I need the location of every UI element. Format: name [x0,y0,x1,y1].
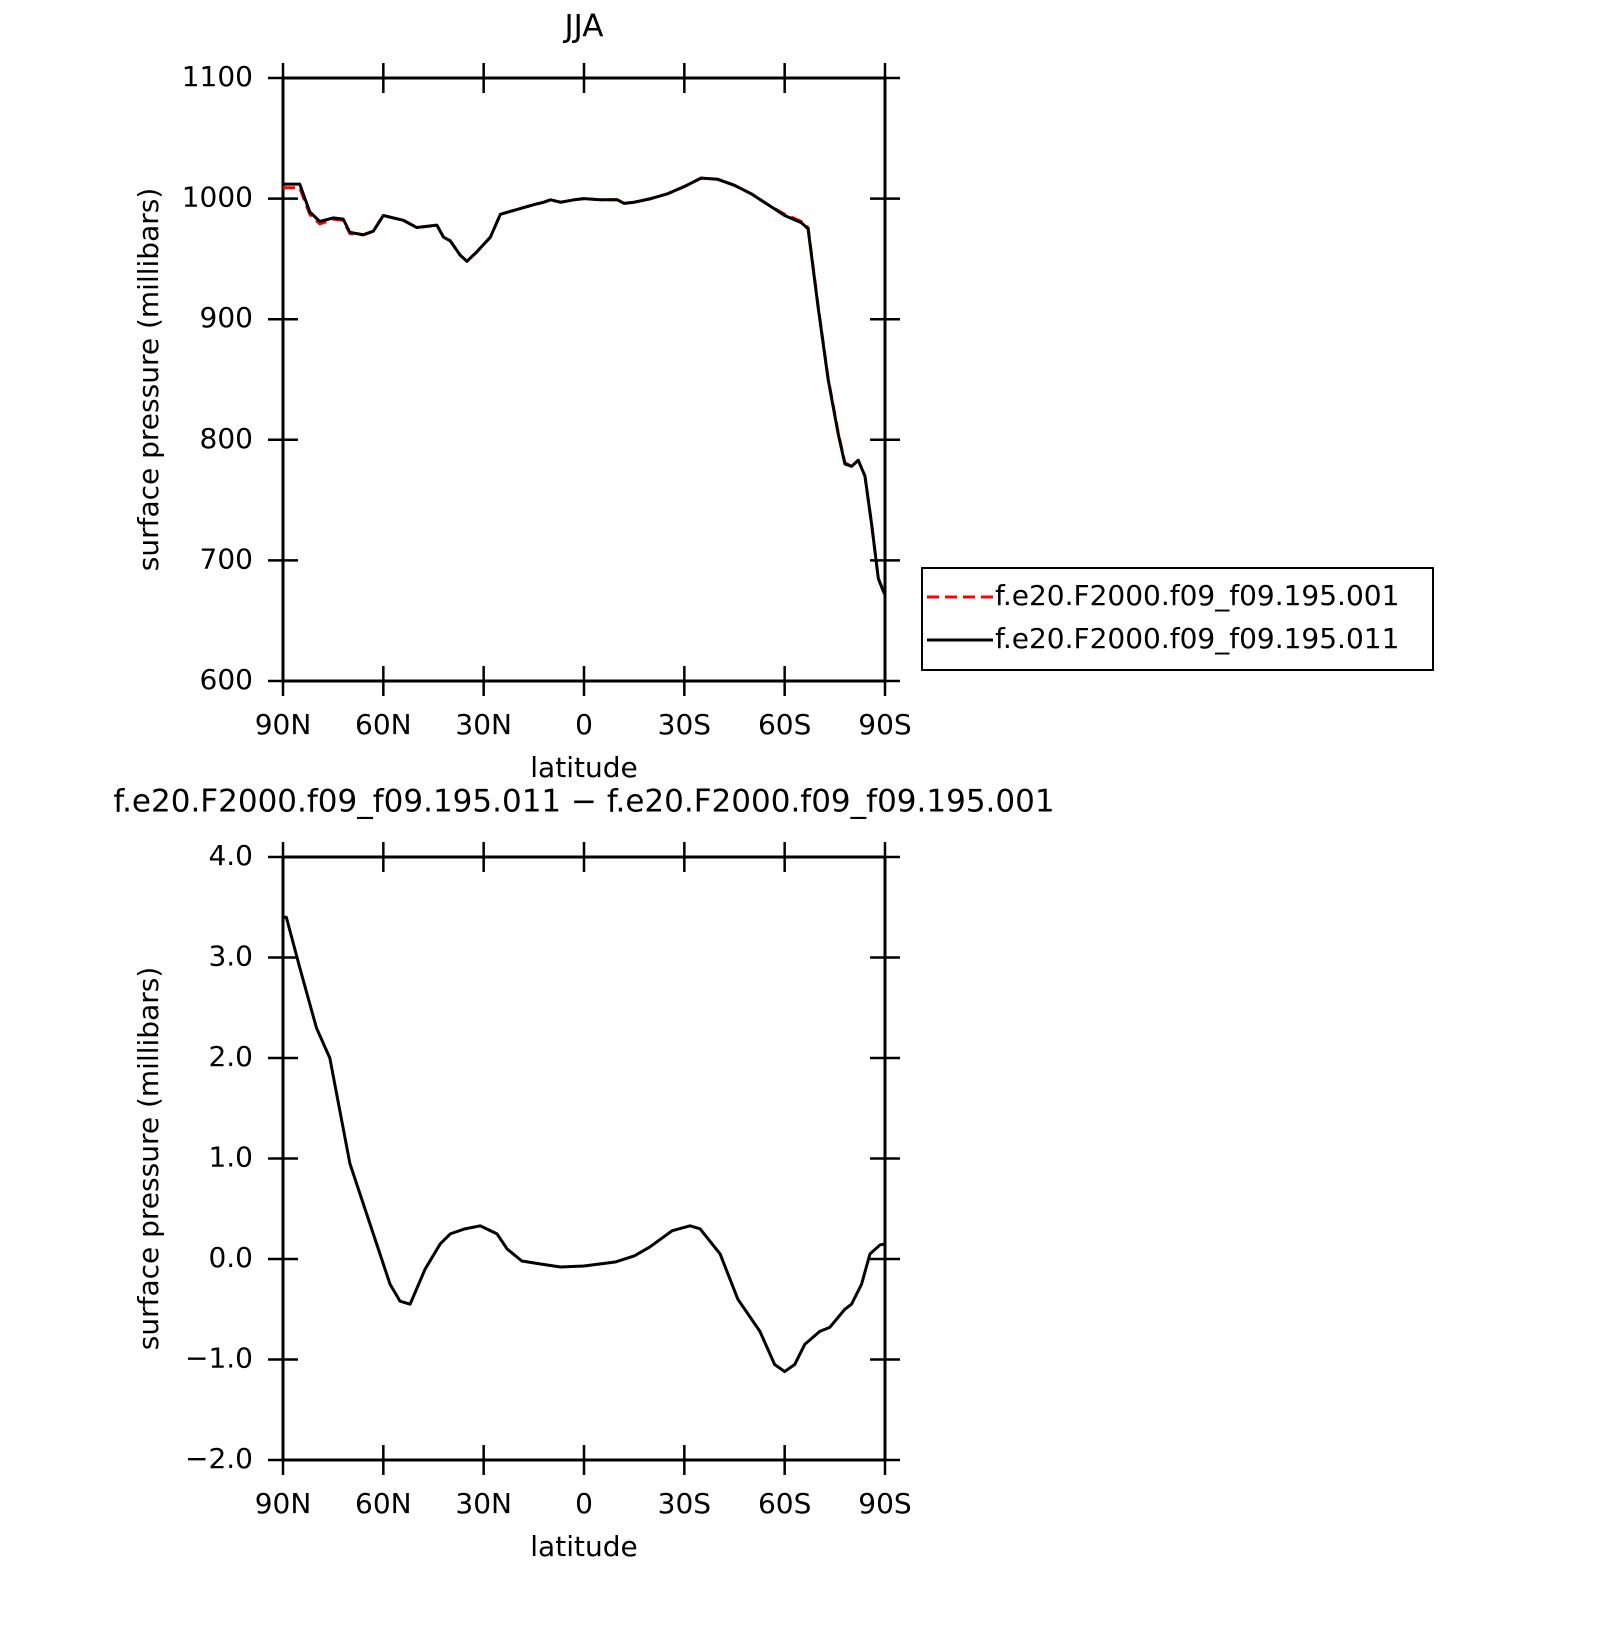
chart-title: f.e20.F2000.f09_f09.195.011 − f.e20.F200… [113,784,1054,820]
x-tick-label: 60N [355,1487,412,1520]
x-tick-label: 90N [255,708,312,741]
x-axis-label: latitude [530,751,637,784]
y-tick-label: 2.0 [208,1040,253,1073]
x-tick-label: 60N [355,708,412,741]
y-tick-label: −1.0 [185,1342,253,1375]
x-tick-label: 0 [575,708,593,741]
legend-label: f.e20.F2000.f09_f09.195.011 [995,622,1399,655]
x-tick-label: 60S [758,1487,811,1520]
x-tick-label: 90S [858,708,911,741]
x-tick-label: 90S [858,1487,911,1520]
legend-label: f.e20.F2000.f09_f09.195.001 [995,579,1399,612]
y-axis-label: surface pressure (millibars) [132,967,165,1351]
data-line [283,176,887,596]
data-line [283,915,886,1374]
y-tick-label: 3.0 [208,940,253,973]
y-tick-label: 800 [200,422,253,455]
x-tick-label: 30S [658,708,711,741]
y-tick-label: −2.0 [185,1442,253,1475]
x-tick-label: 60S [758,708,811,741]
y-tick-label: 1100 [182,60,253,93]
x-axis-label: latitude [530,1530,637,1563]
y-tick-label: 0.0 [208,1241,253,1274]
y-tick-label: 1.0 [208,1141,253,1174]
x-tick-label: 30S [658,1487,711,1520]
y-tick-label: 1000 [182,181,253,214]
legend-box [921,567,1434,671]
y-tick-label: 900 [200,301,253,334]
y-tick-label: 700 [200,542,253,575]
y-axis-label: surface pressure (millibars) [132,188,165,572]
plot-frame [281,855,887,1462]
x-tick-label: 30N [455,708,512,741]
y-tick-label: 4.0 [208,839,253,872]
x-tick-label: 30N [455,1487,512,1520]
y-tick-label: 600 [200,663,253,696]
plot-frame [281,76,887,683]
x-tick-label: 0 [575,1487,593,1520]
x-tick-label: 90N [255,1487,312,1520]
data-line [283,176,887,596]
chart-title: JJA [563,9,604,45]
